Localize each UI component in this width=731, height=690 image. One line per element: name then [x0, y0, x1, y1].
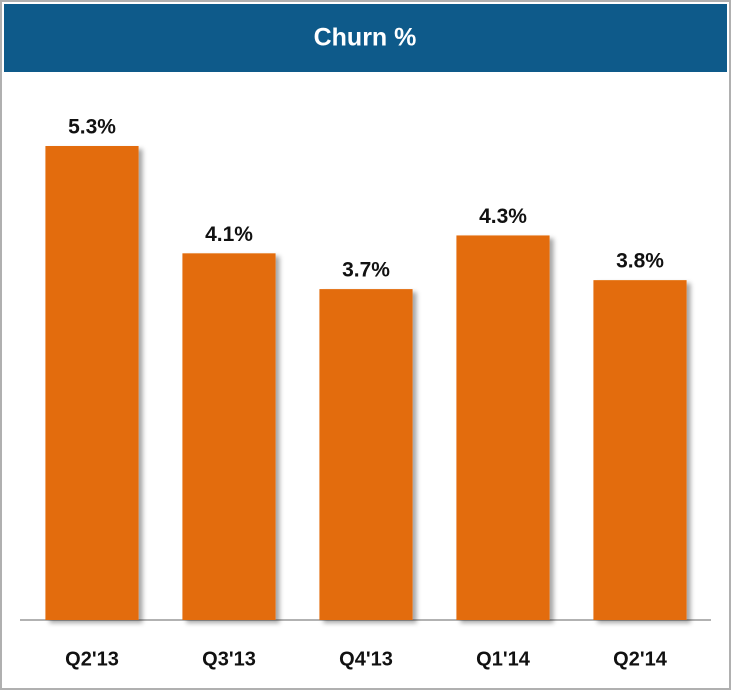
data-label: 5.3% [68, 116, 116, 139]
data-label: 3.7% [342, 259, 390, 282]
x-tick-label: Q1'14 [476, 648, 531, 670]
x-tick-label: Q2'14 [613, 648, 668, 670]
bar [593, 280, 687, 620]
data-label: 3.8% [616, 250, 664, 273]
x-tick-label: Q3'13 [202, 648, 256, 670]
bar [456, 235, 550, 621]
x-tick-label: Q2'13 [65, 648, 119, 670]
bar [319, 289, 413, 620]
title-bar [4, 4, 727, 72]
bar [45, 146, 139, 620]
bar [182, 253, 276, 620]
chart-title: Churn % [314, 24, 417, 52]
data-label: 4.1% [205, 223, 253, 246]
data-label: 4.3% [479, 205, 527, 228]
x-tick-label: Q4'13 [339, 648, 393, 670]
